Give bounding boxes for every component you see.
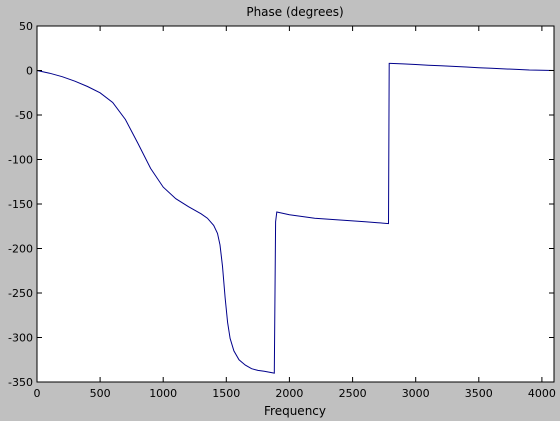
plot-area [37, 26, 554, 382]
phase-series-line [36, 62, 555, 374]
y-tick-label: 0 [26, 65, 33, 78]
x-tick-label: 1500 [212, 387, 240, 400]
x-tick-label: 3000 [402, 387, 430, 400]
y-tick-label: -100 [8, 154, 33, 167]
y-tick-label: 50 [19, 20, 33, 33]
x-tick-label: 1000 [149, 387, 177, 400]
ticks-group: 0 500 1000 1500 2000 2500 3000 3500 4000500-50-1… [8, 20, 556, 400]
x-tick-label: 500 [90, 387, 111, 400]
x-tick-label: 2500 [339, 387, 367, 400]
x-axis-label: Frequency [264, 404, 326, 418]
x-tick-label: 2000 [275, 387, 303, 400]
y-tick-label: -300 [8, 332, 33, 345]
x-tick-label: 4000 [528, 387, 556, 400]
y-tick-label: -350 [8, 376, 33, 389]
y-tick-label: -50 [15, 109, 33, 122]
y-tick-label: -250 [8, 287, 33, 300]
x-tick-label: 3500 [465, 387, 493, 400]
x-tick-label: 0 [34, 387, 41, 400]
series-group [36, 62, 555, 374]
chart-title: Phase (degrees) [246, 5, 343, 19]
y-tick-label: -200 [8, 243, 33, 256]
y-tick-label: -150 [8, 198, 33, 211]
